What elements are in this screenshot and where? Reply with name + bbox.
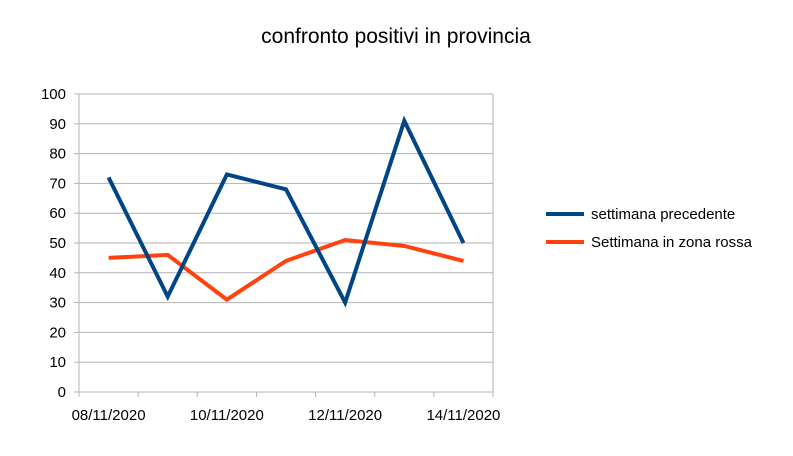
y-tick-label: 60 — [49, 205, 66, 222]
y-tick-label: 70 — [49, 175, 66, 192]
series-line-settimana-in-zona-rossa — [108, 237, 464, 303]
axes — [74, 93, 494, 397]
legend-label: Settimana in zona rossa — [591, 234, 753, 251]
x-tick-label: 14/11/2020 — [426, 407, 500, 424]
y-tick-label: 10 — [49, 354, 66, 371]
y-tick-label: 40 — [49, 265, 66, 282]
x-tick-label: 10/11/2020 — [190, 407, 264, 424]
legend-label: settimana precedente — [591, 206, 735, 223]
y-tick-label: 20 — [49, 324, 66, 341]
x-tick-label: 08/11/2020 — [72, 407, 146, 424]
x-tick-labels: 08/11/2020 10/11/2020 12/11/2020 14/11/2020 — [72, 407, 501, 424]
y-tick-label: 80 — [49, 146, 66, 163]
y-tick-label: 100 — [41, 86, 66, 103]
chart-title: confronto positivi in provincia — [261, 25, 531, 48]
y-tick-label: 30 — [49, 295, 66, 312]
y-tick-label: 50 — [49, 235, 66, 252]
y-tick-label: 0 — [58, 384, 66, 401]
y-tick-label: 90 — [49, 116, 66, 133]
series-lines — [106, 115, 466, 308]
x-tick-label: 12/11/2020 — [308, 407, 382, 424]
y-tick-labels: 0 10 20 30 40 50 60 70 80 90 100 — [41, 86, 66, 401]
grid-lines — [79, 93, 493, 393]
series-line-settimana-precedente — [106, 115, 466, 308]
legend: settimana precedente Settimana in zona ro… — [546, 206, 753, 251]
